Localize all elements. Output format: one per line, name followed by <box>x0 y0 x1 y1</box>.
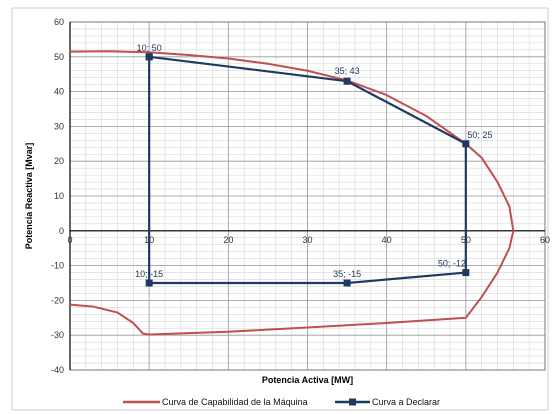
series-capability-curve <box>69 50 515 336</box>
series-line <box>69 50 515 336</box>
y-axis-title: Potencia Reactiva [Mvar] <box>24 143 34 250</box>
y-tick-label: 40 <box>54 87 64 97</box>
y-tick-label: -20 <box>51 295 64 305</box>
chart-frame <box>11 7 549 411</box>
series-declared-curve <box>145 53 470 287</box>
y-tick-label: 20 <box>54 156 64 166</box>
x-tick-label: 0 <box>67 235 72 245</box>
data-point-marker <box>145 279 153 287</box>
data-point-marker <box>343 77 351 85</box>
y-tick-label: -10 <box>51 261 64 271</box>
data-point-marker <box>145 53 153 61</box>
data-point-marker <box>462 140 470 148</box>
data-label: 35; 43 <box>335 66 360 76</box>
data-point-marker <box>343 279 351 287</box>
data-label: 35; -15 <box>333 269 361 279</box>
x-axis-title: Potencia Activa [MW] <box>262 375 353 385</box>
x-tick-label: 30 <box>302 235 312 245</box>
legend-label-declared: Curva a Declarar <box>372 397 440 407</box>
data-label: 10; -15 <box>135 269 163 279</box>
legend-label-capability: Curva de Capabilidad de la Máquina <box>162 397 308 407</box>
data-label: 10; 50 <box>137 43 162 53</box>
x-tick-label: 40 <box>382 235 392 245</box>
y-tick-label: -40 <box>51 365 64 375</box>
legend: Curva de Capabilidad de la Máquina Curva … <box>123 397 440 407</box>
data-point-marker <box>462 269 470 277</box>
y-tick-label: 50 <box>54 52 64 62</box>
x-tick-label: 60 <box>540 235 550 245</box>
y-tick-label: 10 <box>54 191 64 201</box>
y-tick-label: 0 <box>59 226 64 236</box>
legend-marker-declared <box>349 398 356 406</box>
y-tick-label: 30 <box>54 121 64 131</box>
data-label: 50; -12 <box>438 259 466 269</box>
data-label: 50; 25 <box>467 130 492 140</box>
y-tick-label: 60 <box>54 17 64 27</box>
y-tick-label: -30 <box>51 330 64 340</box>
x-tick-label: 20 <box>223 235 233 245</box>
